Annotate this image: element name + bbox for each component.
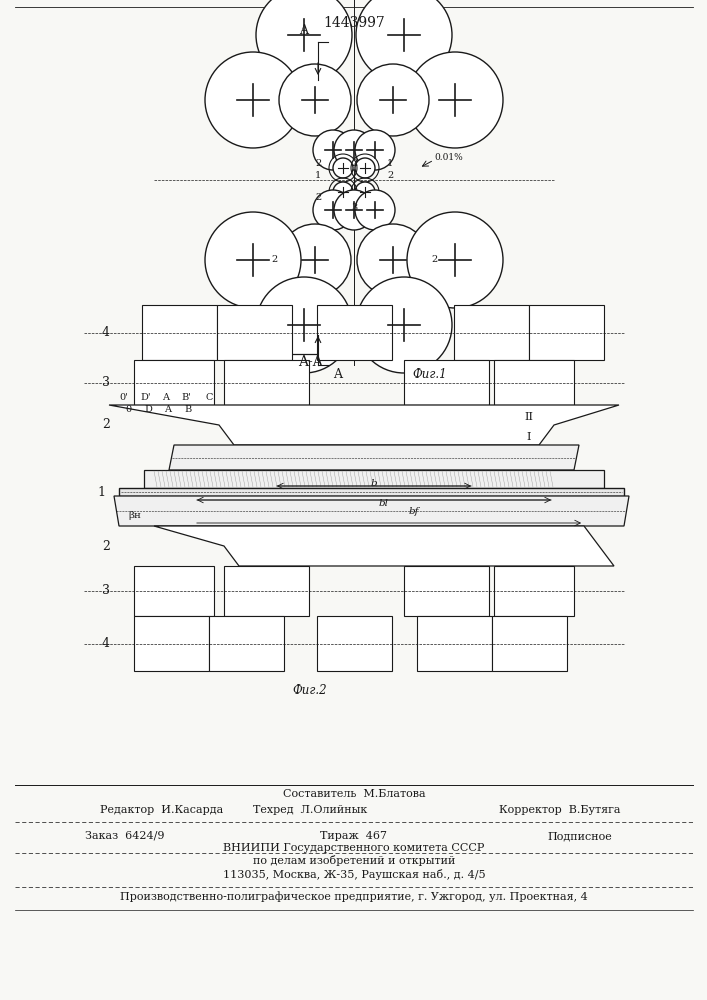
Bar [494,360,574,405]
Bar [529,305,604,360]
Circle shape [333,158,353,178]
Bar [317,305,392,360]
Text: D': D' [141,392,151,401]
Polygon shape [109,405,619,445]
Bar [209,616,284,671]
Circle shape [356,0,452,83]
Text: A: A [163,392,170,401]
Polygon shape [154,526,614,566]
Circle shape [357,224,429,296]
Text: Заказ  6424/9: Заказ 6424/9 [85,831,165,841]
Text: Производственно-полиграфическое предприятие, г. Ужгород, ул. Проектная, 4: Производственно-полиграфическое предприя… [120,892,588,902]
Polygon shape [119,488,624,496]
Text: b: b [370,479,378,488]
Text: II: II [525,412,534,422]
Text: 2: 2 [431,255,437,264]
Text: 3: 3 [102,376,110,389]
Circle shape [407,212,503,308]
Bar [491,616,566,671]
Bar [224,566,309,616]
Text: 2: 2 [315,158,321,167]
Text: 2: 2 [102,540,110,552]
Circle shape [355,190,395,230]
Circle shape [256,277,352,373]
Text: 2: 2 [315,192,321,202]
Bar [134,360,214,405]
Text: D: D [144,406,152,414]
Text: bf: bf [409,506,419,516]
Circle shape [205,52,301,148]
Text: Тираж  467: Тираж 467 [320,831,387,841]
Circle shape [279,64,351,136]
Circle shape [256,0,352,83]
Polygon shape [144,470,604,488]
Polygon shape [169,445,579,470]
Text: Редактор  И.Касарда: Редактор И.Касарда [100,805,223,815]
Text: A: A [299,24,308,37]
Circle shape [355,182,375,202]
Bar [454,305,529,360]
Text: ВНИИПИ Государственного комитета СССР: ВНИИПИ Государственного комитета СССР [223,843,485,853]
Circle shape [333,182,353,202]
Bar [416,616,491,671]
Text: 2: 2 [387,170,393,180]
Bar [494,566,574,616]
Circle shape [279,224,351,296]
Text: 2: 2 [102,418,110,432]
Circle shape [357,64,429,136]
Text: A: A [333,368,342,381]
Text: bl: bl [379,499,389,508]
Text: Техред  Л.Олийнык: Техред Л.Олийнык [253,805,367,815]
Text: Составитель  М.Блатова: Составитель М.Блатова [283,789,426,799]
Text: 113035, Москва, Ж-35, Раушская наб., д. 4/5: 113035, Москва, Ж-35, Раушская наб., д. … [223,868,485,880]
Bar [134,566,214,616]
Text: 1: 1 [387,158,393,167]
Circle shape [356,277,452,373]
Circle shape [355,130,395,170]
Text: Фиг.2: Фиг.2 [293,684,327,698]
Text: 3: 3 [351,204,357,213]
Text: C: C [205,392,213,401]
Circle shape [313,130,353,170]
Text: A-A: A-A [298,355,322,369]
Text: 1: 1 [315,170,321,180]
Circle shape [334,130,374,170]
Bar [216,305,291,360]
Text: Фиг.1: Фиг.1 [413,368,448,381]
Text: I: I [527,432,531,442]
Bar [404,360,489,405]
Text: 3: 3 [102,584,110,597]
Text: Подписное: Подписное [548,831,612,841]
Bar [141,305,216,360]
Text: B: B [185,406,192,414]
Text: 4: 4 [102,637,110,650]
Bar [224,360,309,405]
Text: 0': 0' [119,392,129,401]
Circle shape [334,190,374,230]
Text: 1443997: 1443997 [323,16,385,30]
Text: 1: 1 [97,486,105,498]
Text: 0: 0 [125,406,131,414]
Text: 2: 2 [271,255,277,264]
Circle shape [313,190,353,230]
Bar [134,616,209,671]
Bar [317,616,392,671]
Bar [404,566,489,616]
Text: 2: 2 [351,158,357,167]
Text: βн: βн [129,512,141,520]
Circle shape [205,212,301,308]
Text: по делам изобретений и открытий: по делам изобретений и открытий [253,856,455,866]
Circle shape [407,52,503,148]
Text: Корректор  В.Бутяга: Корректор В.Бутяга [499,805,621,815]
Text: A: A [165,406,172,414]
Text: 0.01%: 0.01% [435,152,463,161]
Polygon shape [114,496,629,526]
Text: B': B' [181,392,191,401]
Text: 4: 4 [102,326,110,339]
Circle shape [355,158,375,178]
